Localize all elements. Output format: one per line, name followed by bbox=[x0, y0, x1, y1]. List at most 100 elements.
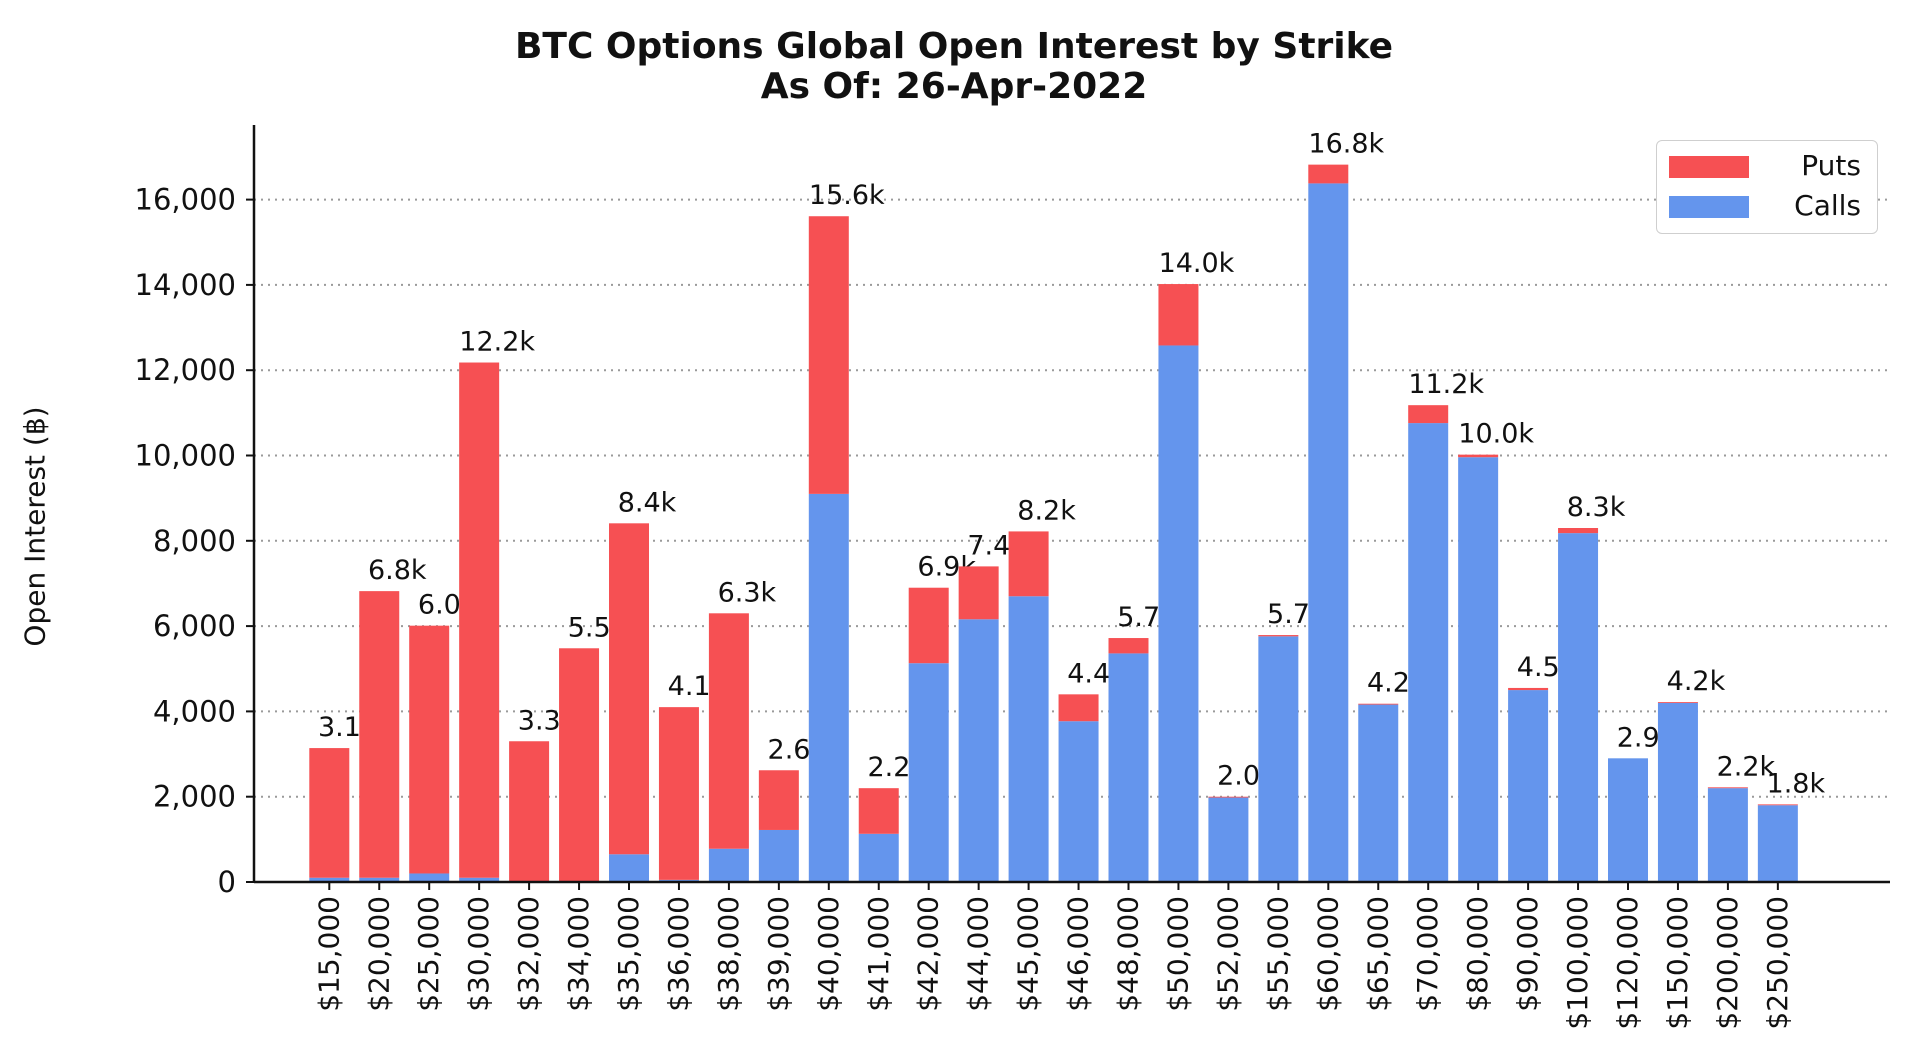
bar-calls bbox=[1258, 636, 1299, 882]
x-tick-label: $25,000 bbox=[412, 896, 445, 1012]
bar-calls bbox=[359, 877, 400, 882]
bar-puts bbox=[609, 523, 649, 855]
y-tick-label: 12,000 bbox=[135, 353, 236, 387]
data-label: 8.2k bbox=[1017, 495, 1076, 526]
bar-puts bbox=[1058, 694, 1099, 722]
bar-puts bbox=[1508, 687, 1549, 691]
x-tick-label: $44,000 bbox=[962, 896, 995, 1012]
bar-calls bbox=[1008, 596, 1049, 882]
bar-calls bbox=[1408, 423, 1449, 882]
bar-puts bbox=[309, 748, 350, 878]
x-tick-label: $20,000 bbox=[362, 896, 395, 1012]
x-tick-label: $46,000 bbox=[1062, 896, 1095, 1012]
legend: Puts Calls bbox=[1656, 140, 1878, 234]
x-tick-label: $42,000 bbox=[912, 896, 945, 1012]
x-tick-label: $52,000 bbox=[1211, 896, 1244, 1012]
bar-puts bbox=[1308, 164, 1349, 184]
x-tick-label: $70,000 bbox=[1411, 896, 1444, 1012]
bar-puts bbox=[409, 625, 450, 874]
bar-calls bbox=[908, 663, 949, 882]
x-tick-label: $48,000 bbox=[1112, 896, 1145, 1012]
legend-label-puts: Puts bbox=[1801, 149, 1861, 182]
bar-puts bbox=[858, 788, 899, 834]
bar-puts bbox=[1108, 638, 1149, 654]
bar-puts bbox=[958, 566, 999, 620]
bar-puts bbox=[908, 587, 949, 664]
x-tick-label: $50,000 bbox=[1161, 896, 1194, 1012]
data-label: 6.8k bbox=[368, 555, 427, 586]
bar-puts bbox=[1158, 284, 1199, 346]
bar-puts bbox=[708, 613, 749, 849]
data-label: 10.0k bbox=[1458, 419, 1534, 450]
bar-puts bbox=[1657, 702, 1698, 703]
bar-calls bbox=[708, 848, 749, 882]
data-label: 14.0k bbox=[1159, 248, 1235, 279]
bar-calls bbox=[1558, 533, 1599, 882]
bar-puts bbox=[359, 591, 400, 878]
x-tick-label: $60,000 bbox=[1311, 896, 1344, 1012]
y-tick-label: 8,000 bbox=[153, 524, 236, 558]
legend-swatch-puts bbox=[1669, 156, 1749, 178]
y-tick-label: 10,000 bbox=[135, 439, 236, 473]
data-label: 8.3k bbox=[1567, 492, 1626, 523]
bar-calls bbox=[1707, 788, 1748, 882]
x-tick-label: $65,000 bbox=[1361, 896, 1394, 1012]
bar-calls bbox=[1308, 183, 1349, 882]
bar-calls bbox=[609, 854, 649, 882]
y-tick-label: 0 bbox=[218, 865, 236, 899]
bar-calls bbox=[1657, 702, 1698, 882]
bar-puts bbox=[509, 741, 550, 882]
bar-calls bbox=[1158, 345, 1199, 882]
bar-puts bbox=[758, 770, 799, 830]
data-label: 6.3k bbox=[718, 577, 777, 608]
bar-puts bbox=[1358, 703, 1399, 705]
bar-calls bbox=[459, 877, 500, 882]
bar-puts bbox=[459, 362, 500, 878]
x-tick-label: $15,000 bbox=[312, 896, 345, 1012]
data-label: 8.4k bbox=[618, 487, 677, 518]
bar-puts bbox=[1458, 454, 1499, 458]
x-tick-label: $120,000 bbox=[1611, 896, 1644, 1030]
x-tick-label: $35,000 bbox=[612, 896, 645, 1012]
chart-title: BTC Options Global Open Interest by Stri… bbox=[514, 26, 1394, 67]
y-tick-label: 4,000 bbox=[153, 694, 236, 728]
x-tick-label: $250,000 bbox=[1761, 896, 1794, 1030]
bar-calls bbox=[409, 873, 450, 882]
bar-puts bbox=[1008, 531, 1049, 597]
bar-puts bbox=[1558, 528, 1599, 534]
bar-calls bbox=[1757, 805, 1798, 882]
data-label: 2.2k bbox=[1717, 751, 1776, 782]
legend-label-calls: Calls bbox=[1794, 189, 1861, 222]
bar-calls bbox=[958, 619, 999, 882]
data-label: 4.2k bbox=[1667, 666, 1726, 697]
bar-calls bbox=[1358, 704, 1399, 882]
data-label: 1.8k bbox=[1767, 768, 1826, 799]
bar-calls bbox=[1608, 758, 1648, 882]
bar-calls bbox=[1108, 653, 1149, 882]
bar-calls bbox=[1208, 797, 1249, 882]
x-tick-label: $40,000 bbox=[812, 896, 845, 1012]
x-tick-label: $55,000 bbox=[1261, 896, 1294, 1012]
x-tick-label: $36,000 bbox=[662, 896, 695, 1012]
y-tick-label: 2,000 bbox=[153, 780, 236, 814]
legend-item-puts: Puts bbox=[1657, 147, 1877, 187]
bar-puts bbox=[808, 216, 849, 494]
bar-calls bbox=[758, 829, 799, 882]
data-label: 16.8k bbox=[1308, 129, 1384, 160]
x-tick-label: $30,000 bbox=[462, 896, 495, 1012]
bar-puts bbox=[1258, 635, 1299, 637]
data-label: 15.6k bbox=[809, 180, 885, 211]
bar-calls bbox=[858, 833, 899, 882]
x-tick-label: $41,000 bbox=[862, 896, 895, 1012]
x-tick-label: $39,000 bbox=[762, 896, 795, 1012]
x-tick-label: $100,000 bbox=[1561, 896, 1594, 1030]
y-tick-label: 6,000 bbox=[153, 609, 236, 643]
bar-calls bbox=[1458, 457, 1499, 882]
bar-calls bbox=[1508, 690, 1549, 882]
legend-item-calls: Calls bbox=[1657, 187, 1877, 227]
y-tick-label: 14,000 bbox=[135, 268, 236, 302]
legend-swatch-calls bbox=[1669, 196, 1749, 218]
bar-calls bbox=[309, 877, 350, 882]
